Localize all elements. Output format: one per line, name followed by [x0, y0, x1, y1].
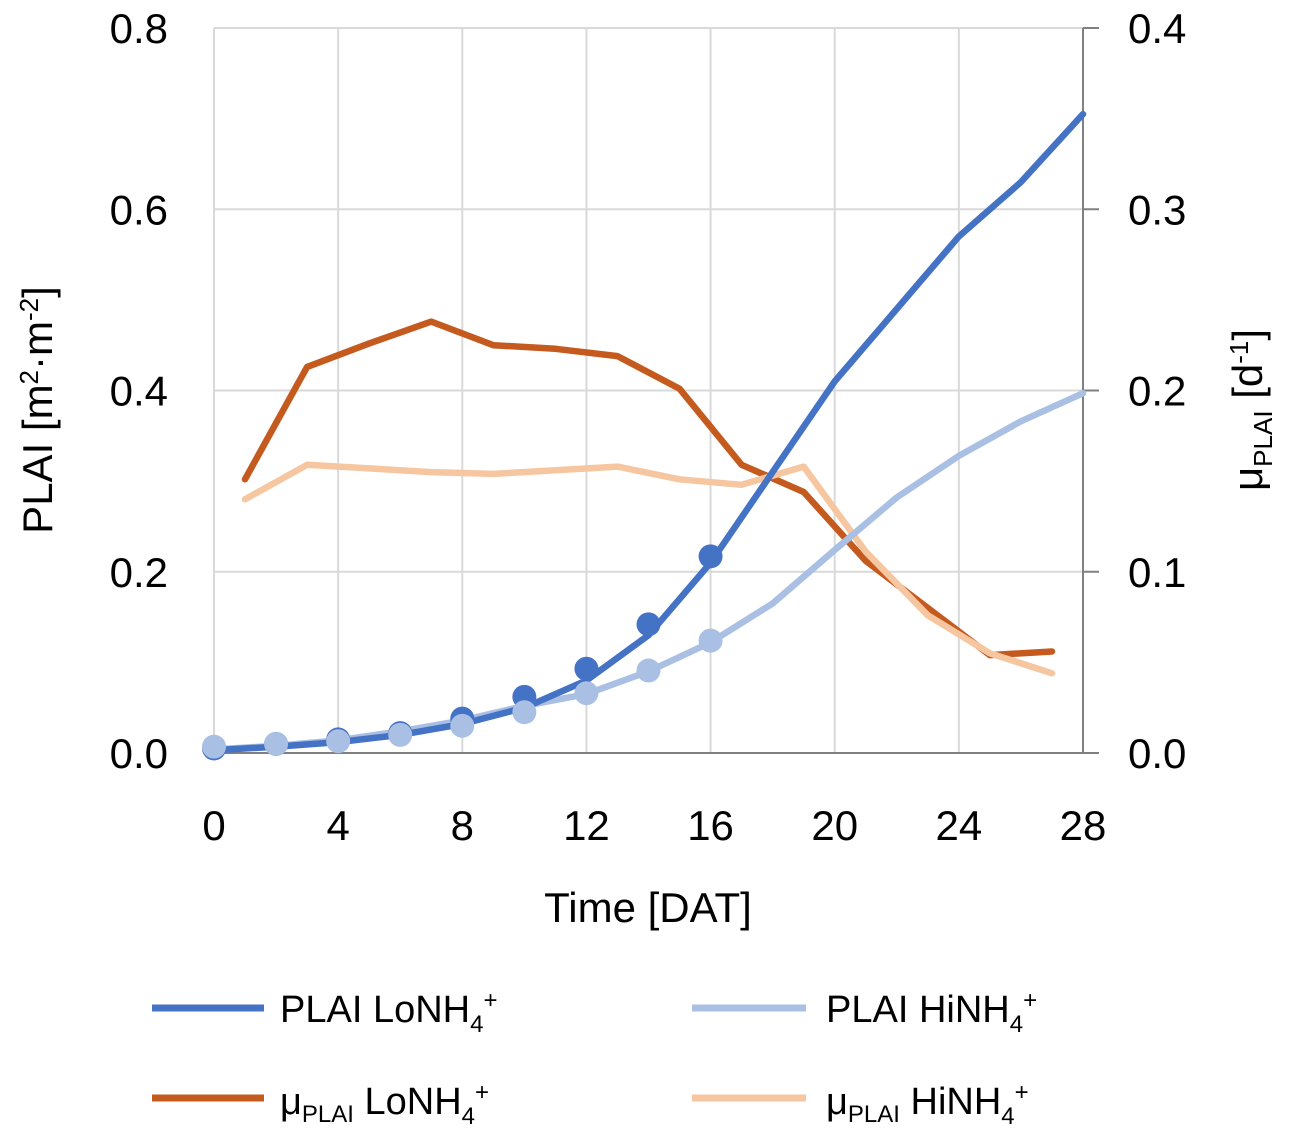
x-tick-label-5: 20 — [811, 802, 858, 849]
y-tick-label-left-1: 0.2 — [110, 549, 168, 596]
series-1-point-4 — [450, 713, 475, 738]
legend-item-plai-lo: PLAI LoNH4+ — [152, 987, 497, 1038]
x-axis-label: Time [DAT] — [544, 884, 752, 931]
y-tick-label-left-0: 0.0 — [110, 730, 168, 777]
x-tick-label-2: 8 — [451, 802, 474, 849]
y-tick-label-left-4: 0.8 — [110, 5, 168, 52]
y-axis-label-right: μPLAI [d-1] — [1224, 329, 1278, 491]
series-1-point-3 — [388, 722, 413, 747]
y-tick-label-right-2: 0.2 — [1128, 368, 1186, 415]
y-tick-label-right-1: 0.1 — [1128, 549, 1186, 596]
legend-label-plai-lo: PLAI LoNH4+ — [280, 987, 497, 1038]
series-1-point-7 — [636, 658, 661, 683]
series-1-point-6 — [574, 681, 599, 706]
legend-item-mu-hi: μPLAI HiNH4+ — [692, 1079, 1029, 1130]
legend: PLAI LoNH4+ PLAI HiNH4+ μPLAI LoNH4+ μPL… — [152, 987, 1037, 1130]
series-1-point-8 — [698, 628, 723, 653]
y-tick-label-left-3: 0.6 — [110, 186, 168, 233]
y-tick-label-left-2: 0.4 — [110, 368, 168, 415]
series-line-3 — [241, 461, 1056, 677]
series-0-point-8 — [698, 544, 723, 569]
y-axis-label-left: PLAI [m2·m-2] — [14, 286, 61, 534]
x-tick-label-3: 12 — [563, 802, 610, 849]
grid — [214, 27, 1083, 753]
x-tick-label-6: 24 — [935, 802, 982, 849]
series-line-2 — [241, 318, 1056, 659]
legend-item-plai-hi: PLAI HiNH4+ — [692, 987, 1037, 1038]
series-points — [202, 544, 723, 761]
x-tick-label-0: 0 — [202, 802, 225, 849]
y-tick-label-right-4: 0.4 — [1128, 5, 1186, 52]
series-1-point-0 — [202, 734, 226, 759]
legend-label-plai-hi: PLAI HiNH4+ — [826, 987, 1037, 1038]
tick-labels: 0 4 8 12 16 20 24 28 0.0 0.2 0.4 0.6 0.8 0.0 0.1 0.2 0.3… — [110, 5, 1187, 849]
y-tick-label-right-0: 0.0 — [1128, 730, 1186, 777]
series-0-point-7 — [636, 612, 661, 637]
x-tick-label-1: 4 — [326, 802, 349, 849]
legend-label-mu-hi: μPLAI HiNH4+ — [826, 1079, 1029, 1130]
legend-label-mu-lo: μPLAI LoNH4+ — [280, 1079, 489, 1130]
series-1-point-1 — [264, 731, 289, 756]
series-1-point-2 — [326, 729, 351, 754]
x-tick-label-7: 28 — [1060, 802, 1107, 849]
y-tick-label-right-3: 0.3 — [1128, 186, 1186, 233]
x-tick-label-4: 16 — [687, 802, 734, 849]
legend-item-mu-lo: μPLAI LoNH4+ — [152, 1079, 489, 1130]
series-0-point-6 — [574, 656, 599, 681]
series-1-point-5 — [512, 700, 537, 725]
